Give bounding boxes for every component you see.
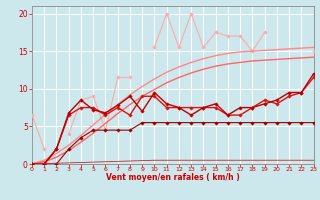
X-axis label: Vent moyen/en rafales ( km/h ): Vent moyen/en rafales ( km/h ) (106, 173, 240, 182)
